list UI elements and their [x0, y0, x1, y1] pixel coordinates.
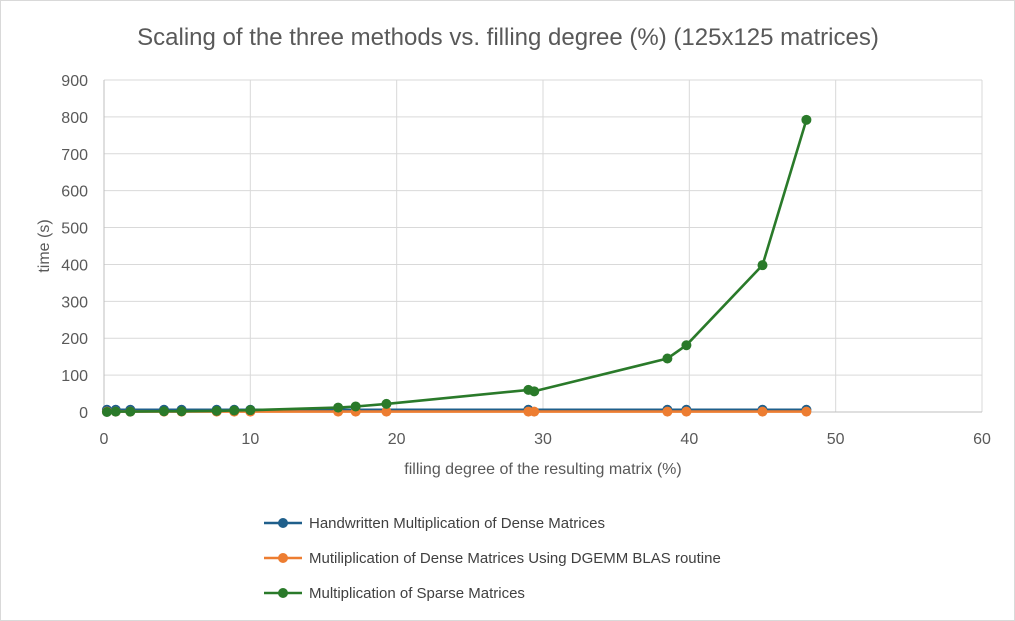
- data-point: [245, 405, 256, 416]
- data-point: [757, 406, 768, 417]
- y-tick-label: 900: [61, 73, 88, 90]
- chart-title: Scaling of the three methods vs. filling…: [137, 24, 879, 51]
- data-point: [125, 406, 136, 417]
- data-point: [681, 406, 692, 417]
- data-point: [757, 260, 768, 271]
- y-tick-label: 500: [61, 221, 88, 238]
- y-tick-label: 700: [61, 147, 88, 164]
- data-point: [333, 402, 344, 413]
- x-tick-label: 20: [388, 431, 406, 448]
- y-tick-label: 600: [61, 184, 88, 201]
- x-tick-label: 10: [241, 431, 259, 448]
- data-point: [681, 340, 692, 351]
- x-tick-label: 0: [100, 431, 109, 448]
- legend-marker: [278, 553, 288, 563]
- data-point: [529, 406, 540, 417]
- x-tick-label: 30: [534, 431, 552, 448]
- x-tick-label: 40: [680, 431, 698, 448]
- y-tick-label: 100: [61, 368, 88, 385]
- legend-label: Multiplication of Sparse Matrices: [309, 585, 525, 602]
- legend-entry: Mutiliplication of Dense Matrices Using …: [264, 550, 721, 567]
- x-tick-labels: 0 10 20 30 40 50 60: [100, 431, 991, 448]
- legend-marker: [278, 588, 288, 598]
- y-tick-label: 0: [79, 405, 88, 422]
- data-point: [211, 405, 222, 416]
- data-point: [662, 406, 673, 417]
- x-tick-label: 60: [973, 431, 991, 448]
- gridlines: [104, 79, 983, 412]
- data-point: [529, 386, 540, 397]
- y-tick-label: 300: [61, 294, 88, 311]
- x-tick-label: 50: [827, 431, 845, 448]
- data-point: [101, 407, 112, 417]
- data-point: [158, 406, 169, 417]
- data-point: [110, 406, 121, 417]
- series-layer: [101, 114, 812, 417]
- legend: Handwritten Multiplication of Dense Matr…: [264, 515, 721, 602]
- data-point: [662, 353, 673, 364]
- data-point: [229, 405, 240, 416]
- legend-label: Handwritten Multiplication of Dense Matr…: [309, 515, 605, 532]
- x-axis-title: filling degree of the resulting matrix (…: [404, 461, 681, 478]
- series-line: [106, 119, 808, 414]
- legend-label: Mutiliplication of Dense Matrices Using …: [309, 550, 721, 567]
- data-point: [801, 406, 812, 417]
- data-point: [801, 114, 812, 125]
- legend-entry: Handwritten Multiplication of Dense Matr…: [264, 515, 605, 532]
- data-point: [350, 401, 361, 412]
- y-axis-title: time (s): [36, 219, 53, 272]
- y-tick-label: 400: [61, 257, 88, 274]
- data-point: [381, 406, 392, 417]
- y-tick-label: 800: [61, 110, 88, 127]
- y-tick-labels: 0 100 200 300 400 500 600 700 800 900: [61, 73, 88, 422]
- legend-entry: Multiplication of Sparse Matrices: [264, 585, 525, 602]
- y-tick-label: 200: [61, 331, 88, 348]
- series-3: [101, 114, 812, 417]
- legend-marker: [278, 518, 288, 528]
- data-point: [381, 398, 392, 409]
- data-point: [176, 406, 187, 417]
